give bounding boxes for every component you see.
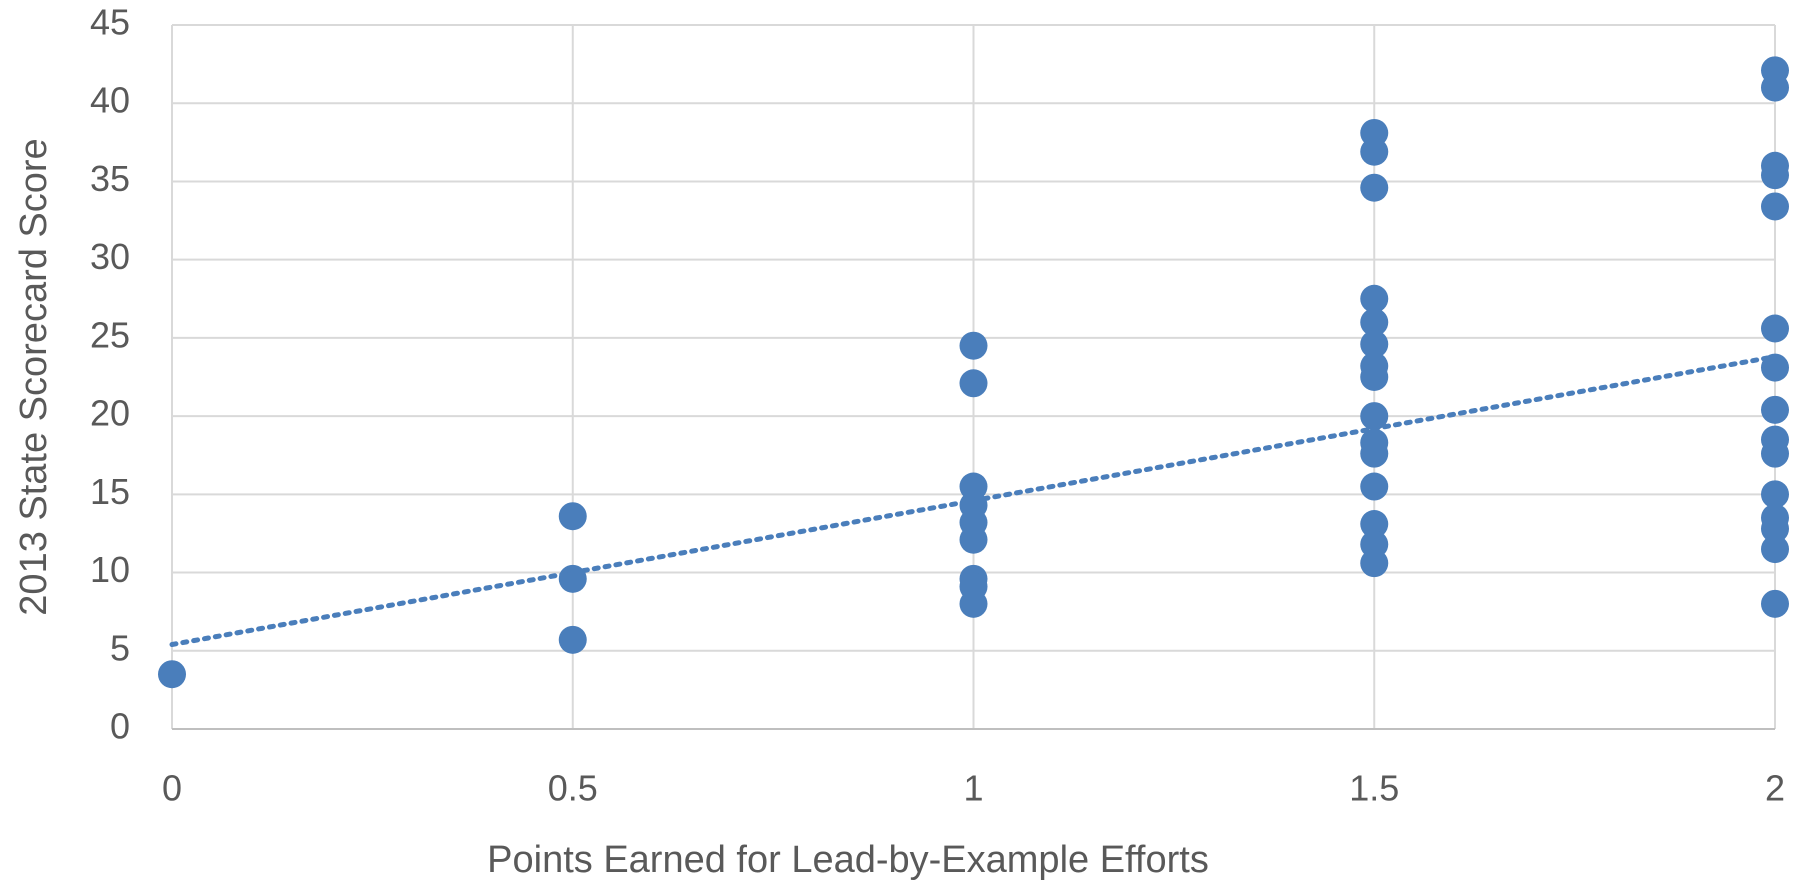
point: [1360, 549, 1389, 578]
x-axis-title: Points Earned for Lead-by-Example Effort…: [487, 839, 1209, 881]
point: [1360, 439, 1389, 468]
y-tick-label: 35: [90, 158, 130, 199]
point: [1360, 308, 1389, 337]
trendline: [169, 354, 1778, 648]
point: [959, 589, 988, 618]
point: [1360, 363, 1389, 391]
y-tick-label: 40: [90, 80, 130, 121]
point: [1360, 284, 1389, 313]
y-tick-label: 30: [90, 236, 130, 277]
y-tick-label: 15: [90, 471, 130, 512]
point: [558, 625, 587, 654]
y-tick-label: 5: [110, 627, 130, 668]
x-tick-label: 0.5: [548, 768, 598, 809]
point: [1761, 589, 1789, 618]
x-tick-label: 2: [1765, 768, 1785, 809]
x-tick-label: 0: [162, 768, 182, 809]
point: [959, 525, 988, 554]
point: [158, 660, 186, 689]
y-tick-label: 20: [90, 393, 130, 434]
point: [1761, 73, 1789, 102]
point: [959, 331, 988, 360]
x-tick-label: 1: [963, 768, 983, 809]
point: [1360, 137, 1389, 166]
y-tick-label: 0: [110, 706, 130, 747]
point: [1761, 192, 1789, 221]
point: [1761, 161, 1789, 190]
point: [1761, 535, 1789, 564]
point: [1360, 472, 1389, 501]
point: [1761, 439, 1789, 468]
point: [1761, 480, 1789, 509]
point: [558, 502, 587, 531]
point: [1761, 395, 1789, 424]
x-tick-label: 1.5: [1349, 768, 1399, 809]
point: [1360, 330, 1389, 359]
point: [959, 369, 988, 398]
point: [1761, 514, 1789, 543]
y-tick-label: 45: [90, 2, 130, 43]
point: [1360, 510, 1389, 539]
y-tick-label: 25: [90, 314, 130, 355]
y-tick-label: 10: [90, 549, 130, 590]
point: [1761, 353, 1789, 382]
y-axis-title: 2013 State Scorecard Score: [13, 138, 55, 615]
point: [1360, 402, 1389, 431]
point: [1360, 173, 1389, 202]
point: [1761, 314, 1789, 343]
